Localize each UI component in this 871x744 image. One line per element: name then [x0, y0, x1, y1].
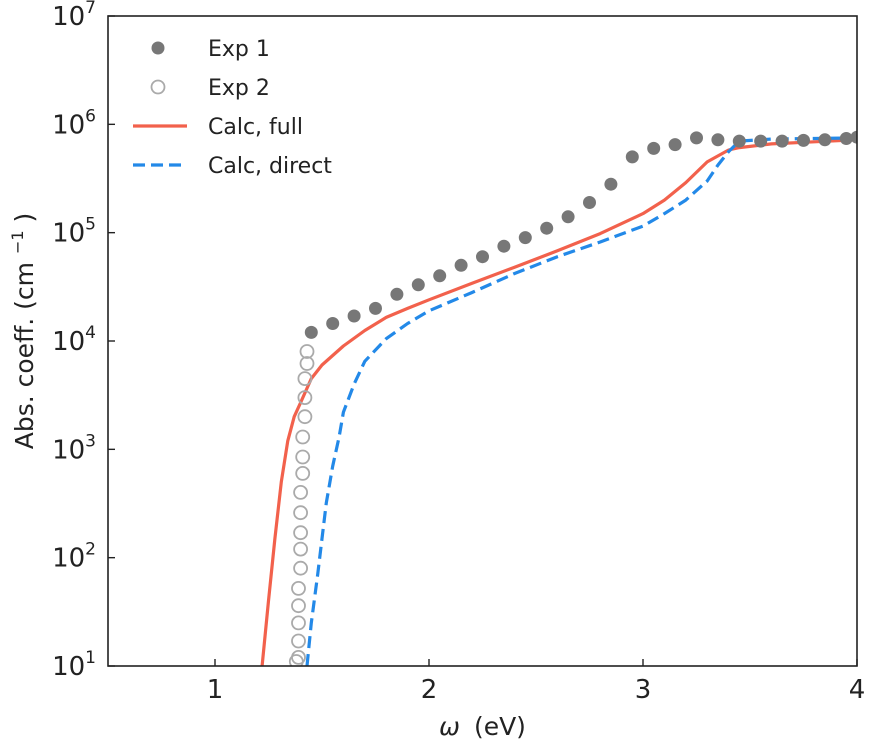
- series-0-point: [433, 269, 447, 283]
- y-axis-label-close: ): [10, 213, 39, 223]
- series-0-point: [754, 134, 768, 148]
- series-0-point: [625, 150, 639, 164]
- y-tick-exponent: 7: [85, 0, 96, 18]
- series-1-point: [291, 633, 306, 649]
- y-tick-label: 101: [52, 648, 96, 682]
- series-layer: [260, 130, 857, 666]
- legend-label-3: Calc, direct: [208, 154, 332, 179]
- series-0-point: [454, 258, 468, 272]
- series-0-point: [604, 177, 618, 191]
- series-0-point: [518, 231, 532, 245]
- series-0-point: [326, 317, 340, 330]
- series-1-point: [297, 371, 313, 387]
- series-0-point: [839, 132, 853, 145]
- x-axis-title: ω (eV): [439, 712, 526, 741]
- series-0-point: [369, 301, 382, 315]
- y-tick-base: 10: [52, 327, 85, 357]
- series-0-point: [476, 250, 489, 264]
- y-tick-exponent: 2: [85, 540, 96, 560]
- y-tick-base: 10: [52, 219, 85, 249]
- series-0-point: [818, 133, 832, 147]
- series-1-point: [293, 505, 309, 521]
- y-tick-exponent: 1: [85, 648, 96, 668]
- y-tick-label: 107: [52, 0, 96, 32]
- series-1-point: [299, 356, 315, 371]
- x-tick-label: 2: [421, 675, 438, 705]
- series-0-point: [497, 239, 511, 253]
- y-axis-title: Abs. coeff. (cm −1 ): [0, 213, 39, 450]
- y-tick-base: 10: [52, 544, 85, 574]
- series-1-point: [291, 581, 306, 596]
- x-axis-unit: (eV): [474, 712, 526, 741]
- y-axis-label-sup: −1: [8, 230, 27, 254]
- y-tick-exponent: 4: [85, 323, 96, 343]
- series-0-point: [711, 133, 725, 147]
- x-axis-symbol: ω: [439, 712, 460, 741]
- legend-label-1: Exp 2: [208, 76, 270, 101]
- legend-marker-0: [151, 41, 165, 55]
- series-1-point: [291, 598, 306, 614]
- series-1-point: [297, 409, 313, 425]
- y-tick-base: 10: [52, 435, 85, 465]
- y-tick-exponent: 3: [85, 431, 96, 451]
- series-1-point: [288, 654, 304, 666]
- series-0-point: [411, 278, 425, 292]
- series-0-point: [732, 134, 746, 148]
- series-1-point: [297, 390, 313, 406]
- series-1-point: [293, 541, 309, 557]
- series-0-point: [390, 287, 404, 301]
- y-tick-label: 104: [52, 323, 96, 357]
- legend-marker-1: [150, 79, 166, 95]
- x-tick-label: 4: [849, 675, 866, 705]
- series-0-point: [797, 133, 810, 147]
- y-tick-exponent: 6: [85, 106, 96, 126]
- legend-label-0: Exp 1: [208, 37, 270, 62]
- series-1-point: [291, 615, 306, 631]
- series-1-point: [293, 560, 309, 576]
- series-0-point: [561, 210, 575, 224]
- x-tick-label: 1: [207, 675, 224, 705]
- y-tick-exponent: 5: [85, 215, 96, 235]
- series-0-point: [304, 325, 318, 339]
- series-0-point: [540, 221, 554, 235]
- series-1-point: [293, 484, 309, 500]
- series-1-point: [295, 465, 311, 481]
- y-tick-base: 10: [52, 2, 85, 32]
- series-1-point: [295, 429, 311, 445]
- series-0-point: [583, 196, 596, 209]
- series-0-point: [850, 130, 857, 144]
- legend: Exp 1 Exp 2 Calc, full Calc, direct: [133, 37, 332, 179]
- series-0-point: [647, 141, 661, 155]
- y-tick-label: 105: [52, 215, 96, 249]
- y-tick-label: 106: [52, 106, 96, 140]
- y-tick-label: 103: [52, 431, 96, 465]
- series-line-3: [305, 136, 857, 666]
- y-tick-base: 10: [52, 110, 85, 140]
- series-0-point: [347, 309, 361, 323]
- y-tick-base: 10: [52, 652, 85, 682]
- series-0-point: [690, 131, 703, 145]
- series-line-2: [260, 138, 857, 666]
- series-0-point: [775, 134, 789, 148]
- series-1-point: [295, 449, 311, 465]
- series-1-point: [293, 525, 309, 541]
- series-1-point: [299, 344, 315, 359]
- legend-label-2: Calc, full: [208, 115, 303, 140]
- x-tick-label: 3: [635, 675, 652, 705]
- y-tick-label: 102: [52, 540, 96, 574]
- series-0-point: [668, 138, 682, 152]
- y-axis-label-main: Abs. coeff. (cm: [10, 262, 39, 449]
